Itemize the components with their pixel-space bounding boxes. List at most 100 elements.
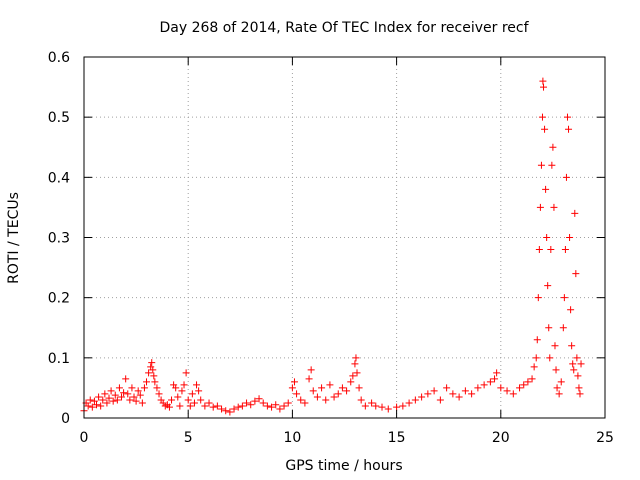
data-point [226, 408, 234, 416]
data-point [551, 342, 559, 350]
data-point [193, 381, 201, 389]
data-point [111, 391, 119, 399]
data-point [546, 354, 554, 362]
data-point [378, 403, 386, 411]
plot-frame [83, 56, 606, 419]
data-point [576, 390, 584, 398]
data-point [230, 405, 238, 413]
data-point [155, 390, 163, 398]
data-point [168, 396, 176, 404]
x-tick-label: 5 [184, 430, 193, 446]
data-point [555, 390, 563, 398]
data-point [449, 390, 457, 398]
data-point [480, 381, 488, 389]
data-point [182, 369, 190, 377]
data-point [284, 399, 292, 407]
data-point [115, 384, 123, 392]
data-point [528, 375, 536, 383]
data-point [571, 209, 579, 217]
data-point [263, 402, 271, 410]
data-point [455, 393, 463, 401]
data-point [222, 407, 230, 415]
data-point [550, 203, 558, 211]
data-point [86, 396, 94, 404]
data-point [361, 402, 369, 410]
data-point [101, 390, 109, 398]
data-point [140, 384, 148, 392]
data-point [238, 402, 246, 410]
data-point [143, 378, 151, 386]
data-point [569, 360, 577, 368]
data-point [103, 399, 111, 407]
data-point [97, 402, 105, 410]
data-point [326, 381, 334, 389]
data-point [213, 402, 221, 410]
data-point [176, 402, 184, 410]
data-point [184, 396, 192, 404]
data-point [105, 394, 113, 402]
data-point [563, 113, 571, 121]
data-point [530, 363, 538, 371]
data-point [118, 393, 126, 401]
data-point [251, 397, 259, 405]
data-point [544, 282, 552, 290]
data-point [461, 387, 469, 395]
data-point [120, 389, 128, 397]
y-tick-label: 0 [61, 411, 70, 427]
data-point [186, 402, 194, 410]
data-point [174, 393, 182, 401]
data-point [247, 401, 255, 409]
data-point [538, 113, 546, 121]
y-tick-label: 0.5 [48, 110, 70, 126]
data-point [205, 399, 213, 407]
data-point [334, 390, 342, 398]
axes: 0 5 10 15 20 25 0 0.1 0.2 0.3 0.4 0.5 0.6 [48, 50, 614, 446]
data-point [352, 354, 360, 362]
data-point [533, 336, 541, 344]
data-point [351, 360, 359, 368]
data-point [318, 384, 326, 392]
data-point [305, 375, 313, 383]
data-point [309, 387, 317, 395]
data-point [536, 203, 544, 211]
chart-title: Day 268 of 2014, Rate Of TEC Index for r… [159, 20, 529, 36]
data-point [573, 354, 581, 362]
x-axis-label: GPS time / hours [285, 458, 402, 474]
data-point [322, 396, 330, 404]
data-point [297, 396, 305, 404]
data-point [113, 396, 121, 404]
data-point [234, 403, 242, 411]
data-markers [80, 77, 585, 416]
data-point [280, 402, 288, 410]
data-point [347, 378, 355, 386]
data-point [542, 185, 550, 193]
y-tick-label: 0.4 [48, 170, 70, 186]
data-point [575, 384, 583, 392]
data-point [126, 396, 134, 404]
x-tick-label: 15 [388, 430, 406, 446]
data-point [524, 378, 532, 386]
data-point [548, 161, 556, 169]
data-point [138, 399, 146, 407]
data-point [330, 393, 338, 401]
data-point [418, 393, 426, 401]
data-point [565, 125, 573, 133]
data-point [468, 390, 476, 398]
data-point [293, 390, 301, 398]
data-point [95, 393, 103, 401]
data-point [209, 403, 217, 411]
data-point [148, 359, 156, 367]
data-point [567, 306, 575, 314]
data-point [503, 387, 511, 395]
data-point [543, 234, 551, 241]
data-point [134, 387, 142, 395]
y-tick-label: 0.6 [48, 50, 70, 66]
data-point [338, 384, 346, 392]
data-point [549, 143, 557, 151]
data-point [99, 396, 107, 404]
data-point [535, 246, 543, 254]
data-point [570, 366, 578, 374]
data-point [557, 378, 565, 386]
data-point [130, 393, 138, 401]
data-point [188, 390, 196, 398]
